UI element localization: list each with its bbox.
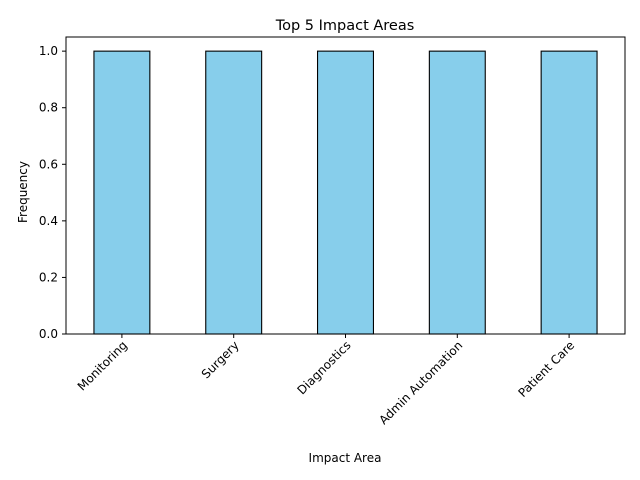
y-axis: 0.0 0.2 0.4 0.6 0.8 1.0 <box>39 44 66 341</box>
bars-group <box>93 50 598 335</box>
bar-monitoring <box>93 50 151 335</box>
bar-surgery <box>205 50 263 335</box>
bar-diagnostics <box>316 50 374 335</box>
y-tick-label: 0.4 <box>39 214 58 228</box>
x-tick-label: Surgery <box>199 338 242 381</box>
x-tick-label: Admin Automation <box>376 338 465 427</box>
y-tick-label: 0.2 <box>39 270 58 284</box>
bar-patient-care <box>540 50 598 335</box>
y-tick-label: 0.6 <box>39 157 58 171</box>
y-tick-label: 0.0 <box>39 327 58 341</box>
y-tick-label: 0.8 <box>39 101 58 115</box>
y-tick-label: 1.0 <box>39 44 58 58</box>
y-axis-label: Frequency <box>16 161 30 223</box>
x-tick-label: Monitoring <box>75 338 130 393</box>
x-tick-label: Diagnostics <box>294 338 353 397</box>
x-axis-label: Impact Area <box>309 451 382 465</box>
chart-title: Top 5 Impact Areas <box>275 18 415 34</box>
x-tick-label: Patient Care <box>515 338 577 400</box>
plot-frame <box>65 36 626 335</box>
bar-admin-automation <box>428 50 486 335</box>
x-axis: Monitoring Surgery Diagnostics Admin Automa… <box>75 334 577 427</box>
